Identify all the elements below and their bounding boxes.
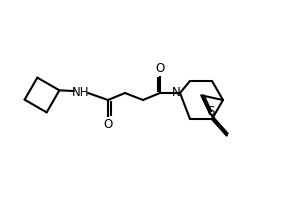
Text: NH: NH (72, 86, 90, 98)
Text: N: N (172, 86, 180, 99)
Text: S: S (207, 105, 214, 118)
Text: O: O (155, 62, 165, 75)
Text: O: O (103, 117, 112, 130)
